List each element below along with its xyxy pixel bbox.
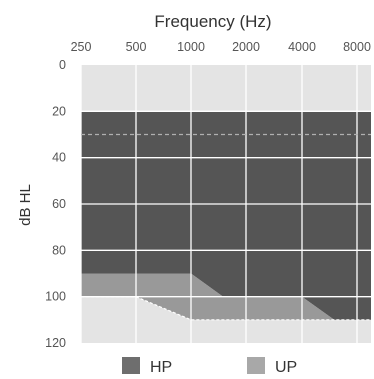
x-tick-label-8000: 8000 xyxy=(343,40,371,54)
plot-area xyxy=(80,65,371,343)
y-tick-label-20: 20 xyxy=(52,104,66,118)
x-tick-label-4000: 4000 xyxy=(288,40,316,54)
band-up xyxy=(81,273,371,320)
x-tick-label-2000: 2000 xyxy=(232,40,260,54)
chart-title: Frequency (Hz) xyxy=(154,12,271,31)
y-tick-label-40: 40 xyxy=(52,151,66,165)
x-tick-labels: 250 500 1000 2000 4000 8000 xyxy=(71,40,371,54)
y-tick-labels: 0 20 40 60 80 100 120 xyxy=(45,58,66,350)
y-axis-label: dB HL xyxy=(17,184,34,226)
band-up-lower-edge xyxy=(81,296,371,321)
legend: HP UP xyxy=(122,357,297,376)
x-tick-label-250: 250 xyxy=(71,40,92,54)
legend-swatch-hp xyxy=(122,357,140,374)
legend-swatch-up xyxy=(247,357,265,374)
y-tick-label-60: 60 xyxy=(52,197,66,211)
legend-label-hp: HP xyxy=(150,359,172,376)
y-tick-label-80: 80 xyxy=(52,243,66,257)
y-tick-label-120: 120 xyxy=(45,336,66,350)
band-hp xyxy=(81,111,371,320)
y-tick-label-100: 100 xyxy=(45,290,66,304)
x-tick-label-500: 500 xyxy=(126,40,147,54)
x-tick-label-1000: 1000 xyxy=(177,40,205,54)
y-tick-label-0: 0 xyxy=(59,58,66,72)
legend-label-up: UP xyxy=(275,359,297,376)
